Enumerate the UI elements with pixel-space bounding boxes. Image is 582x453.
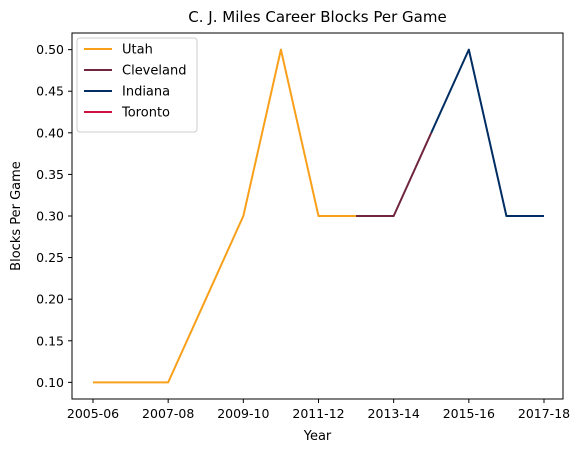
y-axis: 0.10 0.15 0.20 0.25 0.30 0.35 0.40 0.45 0.50 (36, 42, 72, 390)
y-tick-label: 0.40 (36, 125, 64, 140)
y-tick-label: 0.10 (36, 375, 64, 390)
series-lines (93, 48, 544, 384)
legend-label-indiana: Indiana (122, 85, 170, 100)
series-line-cleveland (356, 132, 433, 217)
y-tick-label: 0.25 (36, 250, 64, 265)
series-line-indiana (430, 48, 544, 217)
legend-label-cleveland: Cleveland (122, 64, 186, 79)
legend-box (76, 37, 198, 133)
x-axis-title: Year (303, 429, 332, 444)
legend: Utah Cleveland Indiana Toronto (76, 37, 198, 133)
y-tick-label: 0.30 (36, 209, 64, 224)
x-tick-label: 2015-16 (443, 406, 495, 421)
chart-title: C. J. Miles Career Blocks Per Game (188, 8, 446, 26)
y-tick-label: 0.35 (36, 167, 64, 182)
x-tick-label: 2013-14 (368, 406, 420, 421)
y-axis-title: Blocks Per Game (9, 161, 24, 271)
x-tick-label: 2007-08 (142, 406, 194, 421)
x-tick-label: 2017-18 (518, 406, 570, 421)
legend-label-toronto: Toronto (121, 106, 170, 121)
x-tick-label: 2011-12 (292, 406, 344, 421)
y-tick-label: 0.15 (36, 333, 64, 348)
series-line-utah (93, 48, 357, 384)
x-axis: 2005-06 2007-08 2009-10 2011-12 2013-14 2015-… (67, 399, 570, 421)
y-tick-label: 0.50 (36, 42, 64, 57)
x-tick-label: 2005-06 (67, 406, 119, 421)
y-tick-label: 0.20 (36, 292, 64, 307)
y-tick-label: 0.45 (36, 84, 64, 99)
x-tick-label: 2009-10 (217, 406, 269, 421)
legend-label-utah: Utah (122, 43, 153, 58)
